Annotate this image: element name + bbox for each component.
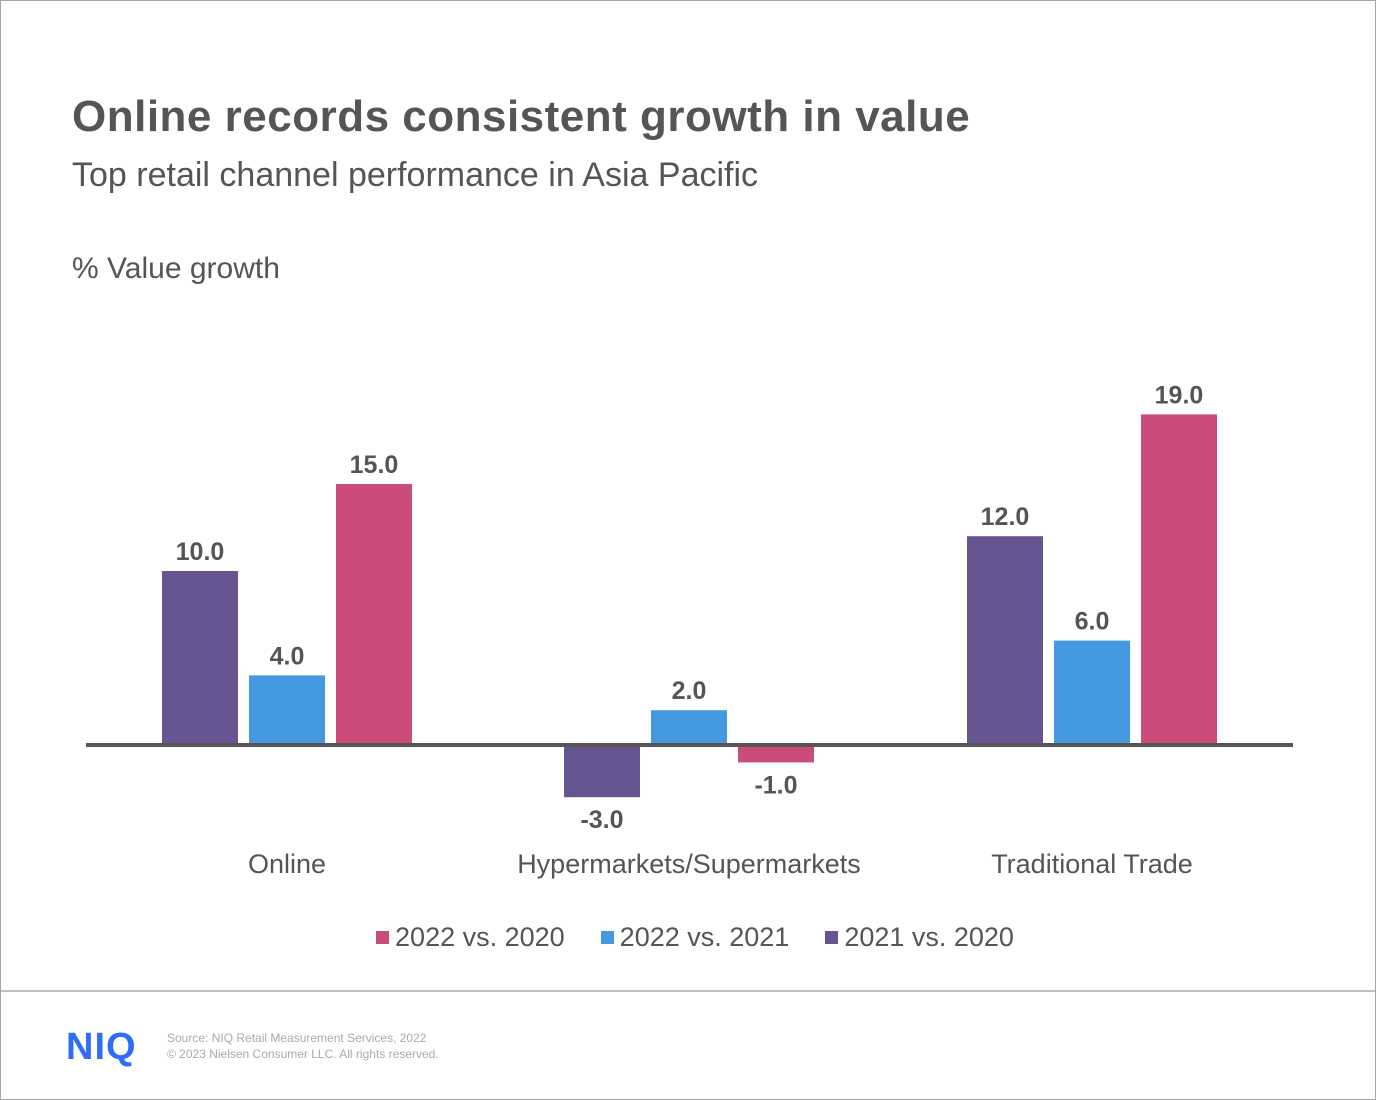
bar — [651, 710, 727, 745]
bar-chart: 10.0 4.0 15.0 Online -3.0 2.0 -1.0 Hypermarkets… — [86, 381, 1293, 879]
chart-title: Online records consistent growth in valu… — [72, 92, 971, 141]
bar — [967, 536, 1043, 745]
x-tick-label: Hypermarkets/Supermarkets — [517, 849, 861, 879]
bar — [1141, 414, 1217, 745]
legend-swatch — [825, 931, 839, 944]
data-label: 19.0 — [1155, 381, 1204, 409]
legend: 2022 vs. 2020 2022 vs. 2021 2021 vs. 2020 — [0, 922, 1376, 953]
data-label: 2.0 — [672, 677, 707, 705]
footer-divider — [1, 990, 1375, 992]
x-tick-label: Online — [248, 849, 326, 879]
source-text: Source: NIQ Retail Measurement Services,… — [167, 1031, 427, 1045]
y-axis-label: % Value growth — [72, 252, 280, 285]
legend-swatch — [376, 931, 390, 944]
data-label: -3.0 — [580, 806, 623, 834]
data-label: -1.0 — [754, 771, 797, 799]
bar — [1054, 640, 1130, 745]
bar — [564, 745, 640, 798]
bar — [738, 745, 814, 763]
niq-logo: NIQ — [66, 1026, 137, 1068]
bar — [162, 571, 238, 745]
data-label: 10.0 — [176, 538, 225, 566]
source-note: Source: NIQ Retail Measurement Services,… — [167, 1030, 439, 1062]
x-tick-label: Traditional Trade — [991, 849, 1193, 879]
legend-item: 2022 vs. 2020 — [376, 922, 565, 953]
legend-swatch — [600, 931, 614, 944]
legend-label: 2022 vs. 2021 — [619, 922, 790, 952]
chart-subtitle: Top retail channel performance in Asia P… — [72, 156, 759, 194]
bar — [249, 675, 325, 745]
data-label: 6.0 — [1075, 608, 1110, 636]
copyright-text: © 2023 Nielsen Consumer LLC. All rights … — [167, 1047, 439, 1061]
data-label: 12.0 — [981, 503, 1030, 531]
data-label: 15.0 — [350, 451, 399, 479]
bar — [336, 484, 412, 745]
data-label: 4.0 — [270, 642, 305, 670]
legend-item: 2022 vs. 2021 — [600, 922, 790, 953]
legend-item: 2021 vs. 2020 — [825, 922, 1014, 953]
legend-label: 2021 vs. 2020 — [844, 922, 1014, 952]
legend-label: 2022 vs. 2020 — [395, 922, 565, 952]
